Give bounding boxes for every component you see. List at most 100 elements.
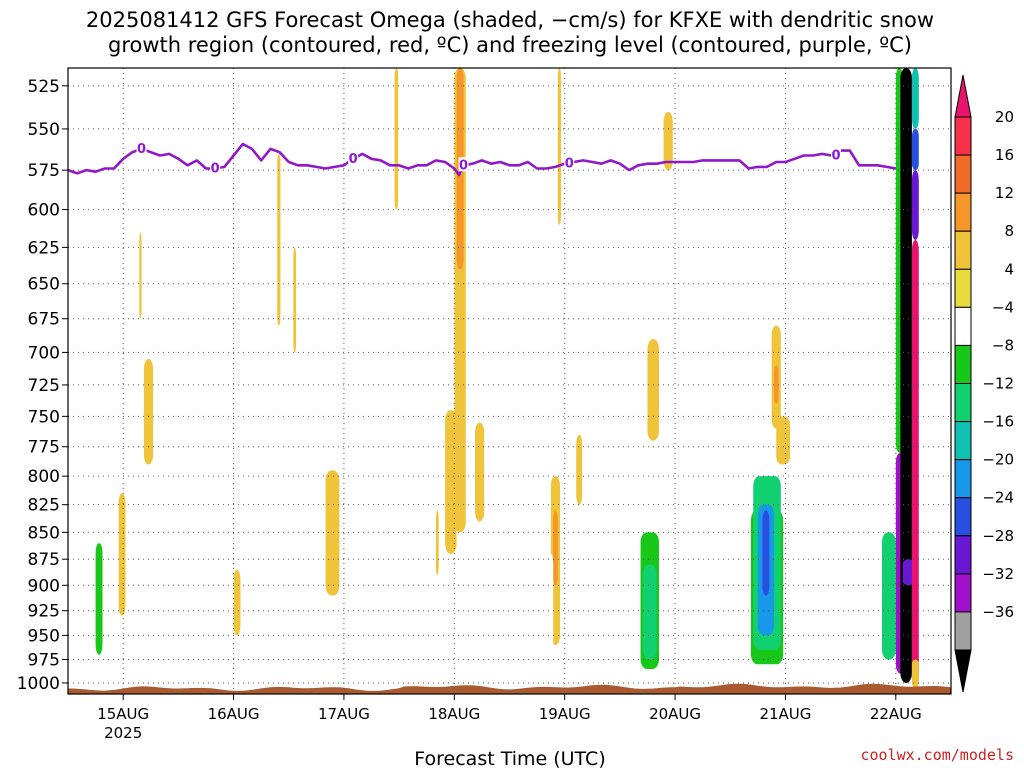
- colorbar-swatch: [954, 192, 972, 232]
- colorbar-swatch: [954, 268, 972, 308]
- colorbar-tick-label: −36: [982, 603, 1014, 621]
- omega-region: [773, 365, 779, 404]
- colorbar-swatch: [954, 154, 972, 194]
- x-tick-label: 16AUG: [208, 705, 260, 723]
- y-tick-label: 550: [28, 120, 60, 140]
- x-tick-label: 22AUG: [870, 705, 922, 723]
- y-tick-label: 625: [28, 238, 60, 258]
- colorbar-tick-label: −4: [992, 298, 1014, 316]
- y-tick-label: 875: [28, 550, 60, 570]
- colorbar-swatch: [954, 383, 972, 423]
- x-tick-sublabel: 2025: [104, 724, 142, 742]
- y-tick-label: 800: [28, 467, 60, 487]
- omega-region: [647, 339, 659, 441]
- x-tick-label: 17AUG: [318, 705, 370, 723]
- contour-label-background: [458, 157, 469, 172]
- freezing-level-label: 0: [137, 142, 146, 157]
- y-tick-label: 975: [28, 650, 60, 670]
- omega-region: [475, 422, 485, 522]
- omega-region: [470, 68, 473, 95]
- contour-label-background: [136, 140, 147, 155]
- y-tick-label: 650: [28, 275, 60, 295]
- x-tick-label: 21AUG: [759, 705, 811, 723]
- omega-region: [118, 493, 126, 616]
- omega-region: [143, 359, 154, 465]
- colorbar-swatch: [954, 421, 972, 461]
- colorbar-tick-label: −12: [982, 375, 1014, 393]
- omega-region: [911, 128, 919, 171]
- plot-frame: [67, 67, 952, 695]
- colorbar-tick-label: −20: [982, 451, 1014, 469]
- colorbar-swatch: [954, 344, 972, 384]
- omega-region: [911, 659, 919, 688]
- omega-region: [762, 510, 770, 596]
- contour-label-background: [348, 150, 359, 165]
- y-tick-label: 575: [28, 161, 60, 181]
- credit-link[interactable]: coolwx.com/models: [860, 746, 1014, 764]
- omega-region: [787, 553, 795, 591]
- y-tick-label: 600: [28, 201, 60, 221]
- omega-region: [911, 170, 919, 240]
- freezing-level-label: 0: [349, 152, 358, 167]
- colorbar-tick-label: 20: [995, 108, 1014, 126]
- omega-region: [233, 569, 241, 636]
- omega-region: [663, 111, 673, 171]
- omega-region: [548, 553, 554, 660]
- omega-region: [911, 68, 919, 129]
- freezing-level-label: 0: [459, 158, 468, 173]
- y-tick-label: 850: [28, 523, 60, 543]
- freezing-level-line: [67, 142, 897, 177]
- colorbar-tick-label: −8: [992, 336, 1014, 354]
- y-tick-label: 750: [28, 407, 60, 427]
- colorbar-top-arrow: [954, 74, 972, 118]
- colorbar-tick-label: −28: [982, 527, 1014, 545]
- omega-region: [491, 487, 493, 554]
- y-tick-label: 825: [28, 496, 60, 516]
- y-tick-label: 925: [28, 602, 60, 622]
- omega-region: [136, 532, 140, 560]
- freezing-level-label: 0: [832, 149, 841, 164]
- y-tick-label: 525: [28, 77, 60, 97]
- colorbar: 20 16 12 8 4 −4 −8 −12 −16 −20 −24 −28 −32 −36: [954, 74, 1014, 693]
- omega-region: [293, 247, 297, 353]
- colorbar-swatch: [954, 573, 972, 613]
- contour-label-background: [564, 155, 575, 170]
- title-line-2: growth region (contoured, red, ºC) and f…: [108, 33, 912, 57]
- omega-region: [576, 434, 583, 505]
- y-tick-label: 700: [28, 343, 60, 363]
- x-tick-label: 15AUG: [97, 705, 149, 723]
- colorbar-swatch: [954, 459, 972, 499]
- plot-area: 0 0 0 0 0 0: [67, 67, 952, 695]
- contour-label-background: [831, 147, 842, 162]
- colorbar-tick-label: −24: [982, 489, 1014, 507]
- y-tick-label: 675: [28, 310, 60, 330]
- omega-region: [553, 510, 558, 586]
- omega-region: [435, 510, 439, 575]
- y-tick-label: 900: [28, 576, 60, 596]
- omega-region: [557, 68, 562, 225]
- colorbar-bottom-arrow: [954, 649, 972, 693]
- omega-region: [256, 410, 259, 494]
- colorbar-tick-label: 4: [1004, 260, 1014, 278]
- colorbar-swatch: [954, 306, 972, 346]
- freezing-level-label: 0: [565, 157, 574, 172]
- freezing-level-contour: 0 0 0 0 0 0: [67, 140, 897, 177]
- y-tick-label: 1000: [17, 674, 60, 694]
- y-axis-ticks: 525 550 575 600 625 650 675 700 725 750 775 800 825 8…: [17, 77, 68, 694]
- omega-region: [70, 68, 75, 591]
- y-tick-label: 775: [28, 438, 60, 458]
- omega-region: [911, 239, 919, 688]
- omega-region: [449, 209, 452, 219]
- omega-region: [277, 153, 281, 326]
- x-tick-label: 19AUG: [539, 705, 591, 723]
- omega-region: [394, 68, 399, 210]
- omega-region: [445, 410, 457, 554]
- x-tick-label: 18AUG: [428, 705, 480, 723]
- title-line-1: 2025081412 GFS Forecast Omega (shaded, −…: [86, 8, 934, 32]
- colorbar-swatch: [954, 230, 972, 270]
- omega-region: [325, 470, 340, 596]
- y-tick-label: 725: [28, 376, 60, 396]
- omega-region: [776, 416, 791, 465]
